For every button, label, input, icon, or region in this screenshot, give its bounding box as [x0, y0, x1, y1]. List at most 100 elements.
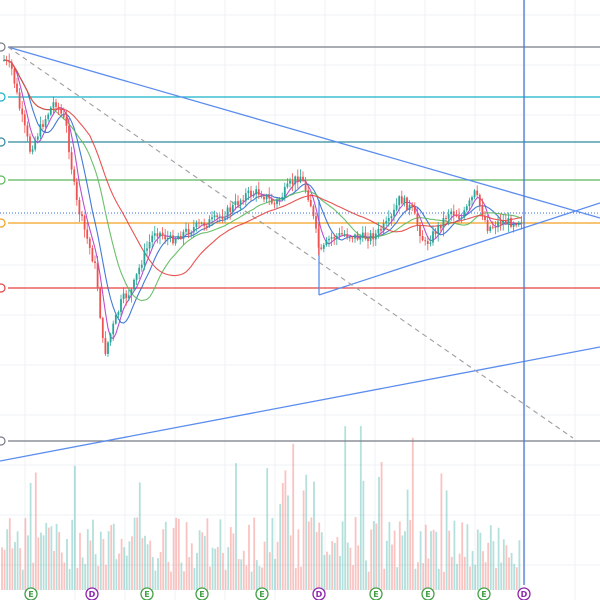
volume-bar: [352, 565, 354, 590]
volume-bar: [297, 529, 300, 590]
dashed-projection-line[interactable]: [7, 46, 574, 439]
candle-body: [211, 217, 213, 220]
candle-body: [252, 194, 255, 197]
candle-body: [299, 176, 302, 183]
volume-bar: [307, 521, 310, 590]
volume-bar: [331, 541, 334, 590]
fib-level-top-handle[interactable]: [0, 42, 6, 52]
volume-bar: [107, 531, 110, 590]
fib-level-cyan-handle[interactable]: [0, 92, 6, 102]
triangle-upper-trendline[interactable]: [7, 46, 600, 219]
candle-body: [419, 225, 421, 237]
candle-body: [229, 207, 232, 213]
candle-body: [99, 288, 102, 318]
volume-bar: [456, 563, 458, 590]
candle-body: [413, 206, 416, 214]
volume-bar: [393, 530, 396, 590]
candle-body: [359, 237, 362, 240]
volume-bar: [479, 532, 482, 590]
candle-body: [270, 198, 273, 204]
volume-bar: [289, 535, 292, 590]
candle-body: [18, 92, 21, 109]
earnings-marker[interactable]: E: [369, 587, 383, 600]
candle-body: [283, 186, 286, 198]
volume-bar: [435, 531, 438, 590]
candle-body: [468, 200, 471, 207]
candle-body: [421, 236, 424, 241]
volume-bar: [440, 473, 443, 590]
event-marker-label: E: [28, 590, 33, 599]
volume-bar: [419, 531, 422, 590]
candle-body: [73, 169, 76, 182]
candle-body: [291, 180, 294, 185]
candle-body: [354, 234, 356, 239]
volume-bar: [154, 570, 157, 590]
volume-bar: [250, 571, 253, 590]
candle-body: [239, 200, 242, 205]
earnings-marker[interactable]: E: [421, 587, 435, 600]
candle-body: [62, 113, 65, 118]
volume-bar: [68, 568, 71, 590]
dividend-marker[interactable]: D: [312, 587, 326, 600]
candle-body: [244, 193, 247, 202]
fib-level-bottom-handle[interactable]: [0, 436, 6, 446]
volume-bar: [466, 524, 469, 590]
volume-bar: [224, 569, 227, 590]
trendline-drawings[interactable]: [0, 0, 600, 585]
candle-body: [416, 213, 419, 226]
event-marker-label: E: [199, 590, 204, 599]
volume-bar: [497, 527, 500, 590]
dividend-marker[interactable]: D: [85, 587, 99, 600]
dividend-marker[interactable]: D: [517, 587, 531, 600]
candle-body: [481, 206, 484, 217]
earnings-marker[interactable]: E: [24, 587, 38, 600]
candle-body: [174, 238, 177, 244]
earnings-marker[interactable]: E: [477, 587, 491, 600]
candle-body: [369, 233, 372, 242]
candle-body: [307, 190, 310, 200]
volume-bar: [445, 490, 448, 590]
long-support-trendline[interactable]: [0, 346, 600, 462]
fib-level-teal-handle[interactable]: [0, 137, 6, 147]
dividend-badge: [517, 587, 531, 600]
volume-bar: [326, 551, 328, 590]
volume-bar: [206, 518, 209, 590]
volume-bar: [320, 532, 323, 590]
volume-bar: [40, 532, 42, 590]
volume-bar: [222, 552, 224, 590]
candle-body: [333, 237, 336, 239]
candle-body: [322, 244, 325, 249]
candle-body: [166, 237, 169, 240]
volume-bar: [172, 527, 175, 590]
candle-body: [335, 235, 338, 239]
earnings-marker[interactable]: E: [255, 587, 269, 600]
candle-body: [153, 233, 156, 236]
volume-bar: [354, 517, 357, 590]
earnings-marker[interactable]: E: [195, 587, 209, 600]
candle-body: [304, 180, 307, 191]
volume-bar: [14, 542, 16, 590]
volume-bar: [362, 480, 365, 590]
candle-body: [463, 210, 466, 218]
triangle-lower-trendline[interactable]: [318, 202, 600, 296]
volume-bar: [450, 556, 453, 590]
fib-level-green-handle[interactable]: [0, 175, 6, 185]
volume-bar: [341, 521, 344, 590]
fib-level-red-handle[interactable]: [0, 283, 6, 293]
earnings-marker[interactable]: E: [140, 587, 154, 600]
event-marker-label: E: [481, 590, 486, 599]
volume-bar: [131, 536, 133, 590]
volume-bar: [310, 517, 313, 590]
candle-body: [81, 214, 83, 217]
volume-bar: [458, 553, 461, 590]
fib-level-orange-handle[interactable]: [0, 218, 6, 228]
volume-bar: [73, 465, 76, 590]
volume-bar: [24, 518, 27, 590]
volume-bar: [378, 476, 380, 590]
volume-bar: [513, 563, 516, 590]
earnings-badge: [195, 587, 209, 600]
volume-bar: [94, 554, 97, 590]
